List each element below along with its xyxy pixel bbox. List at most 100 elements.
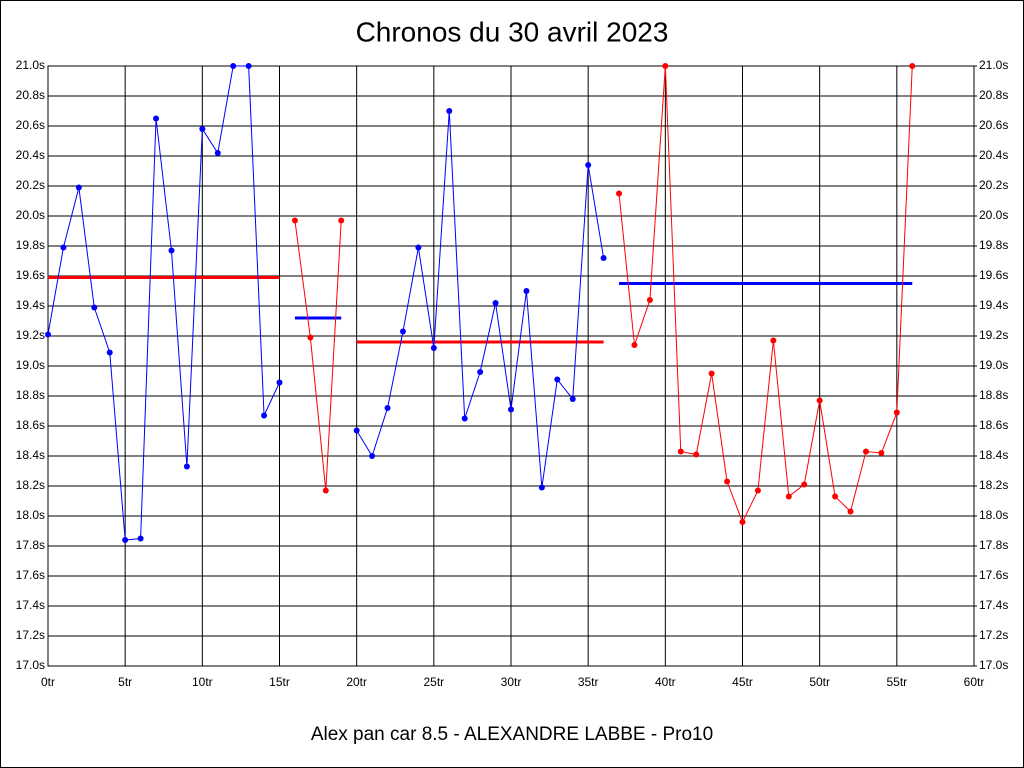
x-tick-label: 55tr (886, 675, 907, 689)
data-point (399, 328, 406, 335)
data-point (708, 370, 715, 377)
data-point (600, 255, 607, 261)
x-tick-label: 60tr (964, 675, 985, 689)
x-tick-label: 5tr (118, 675, 132, 689)
y-tick-label: 17.6s (16, 568, 45, 582)
data-point (538, 484, 545, 491)
data-point (816, 397, 823, 404)
data-point (307, 334, 314, 341)
data-point (847, 508, 854, 515)
data-point (60, 244, 67, 251)
data-point (384, 405, 391, 411)
y-tick-label: 17.4s (16, 598, 45, 612)
data-point (168, 247, 175, 254)
data-point (276, 379, 283, 386)
x-tick-label: 25tr (423, 675, 444, 689)
y2-tick-label: 20.6s (979, 118, 1008, 132)
x-tick-label: 30tr (501, 675, 522, 689)
y2-tick-label: 17.8s (979, 538, 1008, 552)
data-point (909, 63, 916, 69)
y2-tick-label: 20.0s (979, 208, 1008, 222)
y-tick-label: 18.0s (16, 508, 45, 522)
x-tick-label: 35tr (578, 675, 599, 689)
data-point (893, 409, 900, 416)
x-tick-label: 15tr (269, 675, 290, 689)
data-point (245, 63, 252, 69)
data-point (832, 493, 839, 500)
data-point (75, 184, 82, 191)
chart-title: Chronos du 30 avril 2023 (356, 16, 669, 47)
data-point (646, 297, 653, 303)
y2-tick-label: 19.4s (979, 298, 1008, 312)
y-tick-label: 18.2s (16, 478, 45, 492)
x-tick-label: 50tr (809, 675, 830, 689)
data-point (693, 451, 700, 458)
data-point (878, 450, 885, 456)
data-point (770, 337, 777, 344)
y2-tick-label: 20.2s (979, 178, 1008, 192)
x-axis-label: Alex pan car 8.5 - ALEXANDRE LABBE - Pro… (311, 724, 713, 745)
y-tick-label: 18.8s (16, 388, 45, 402)
data-point (446, 108, 453, 114)
y2-tick-label: 17.0s (979, 658, 1008, 672)
data-point (45, 331, 51, 338)
y-tick-label: 21.0s (16, 58, 45, 72)
data-point (523, 288, 530, 294)
data-point (291, 217, 298, 224)
data-point (369, 453, 376, 459)
y-tick-label: 17.0s (16, 658, 45, 672)
data-point (616, 190, 623, 197)
data-point (122, 537, 129, 543)
y-tick-label: 17.2s (16, 628, 45, 642)
y-tick-label: 19.6s (16, 268, 45, 282)
data-point (106, 349, 113, 356)
x-tick-label: 10tr (192, 675, 213, 689)
data-point (785, 493, 792, 500)
x-tick-label: 45tr (732, 675, 753, 689)
data-point (430, 345, 437, 351)
data-point (724, 478, 731, 485)
y-tick-label: 19.8s (16, 238, 45, 252)
y-tick-label: 19.2s (16, 328, 45, 342)
data-point (754, 487, 761, 494)
data-point (338, 217, 345, 224)
data-point (261, 412, 268, 419)
y2-tick-label: 17.2s (979, 628, 1008, 642)
y-tick-label: 18.6s (16, 418, 45, 432)
y2-tick-label: 19.2s (979, 328, 1008, 342)
y-tick-label: 20.4s (16, 148, 45, 162)
data-point (862, 448, 869, 455)
y-tick-label: 20.0s (16, 208, 45, 222)
data-point (230, 63, 237, 69)
data-point (153, 115, 160, 122)
data-point (183, 463, 190, 470)
data-point (677, 448, 684, 455)
y-tick-label: 19.0s (16, 358, 45, 372)
data-point (199, 126, 206, 132)
data-point (137, 535, 144, 542)
y2-tick-label: 18.2s (979, 478, 1008, 492)
series-line (294, 65, 913, 524)
y2-tick-label: 18.4s (979, 448, 1008, 462)
data-point (801, 481, 808, 488)
data-point (585, 162, 592, 168)
y-tick-label: 17.8s (16, 538, 45, 552)
y2-tick-label: 19.0s (979, 358, 1008, 372)
data-point (508, 406, 514, 413)
x-tick-label: 40tr (655, 675, 676, 689)
data-point (569, 396, 576, 402)
y-tick-label: 20.2s (16, 178, 45, 192)
y2-tick-label: 20.4s (979, 148, 1008, 162)
data-point (461, 415, 468, 422)
y2-tick-label: 18.0s (979, 508, 1008, 522)
y2-tick-label: 18.6s (979, 418, 1008, 432)
y-tick-label: 18.4s (16, 448, 45, 462)
x-tick-label: 0tr (41, 675, 55, 689)
y-tick-label: 20.8s (16, 88, 45, 102)
data-point (322, 487, 329, 494)
y2-tick-label: 20.8s (979, 88, 1008, 102)
x-tick-label: 20tr (346, 675, 367, 689)
data-point (554, 376, 561, 383)
